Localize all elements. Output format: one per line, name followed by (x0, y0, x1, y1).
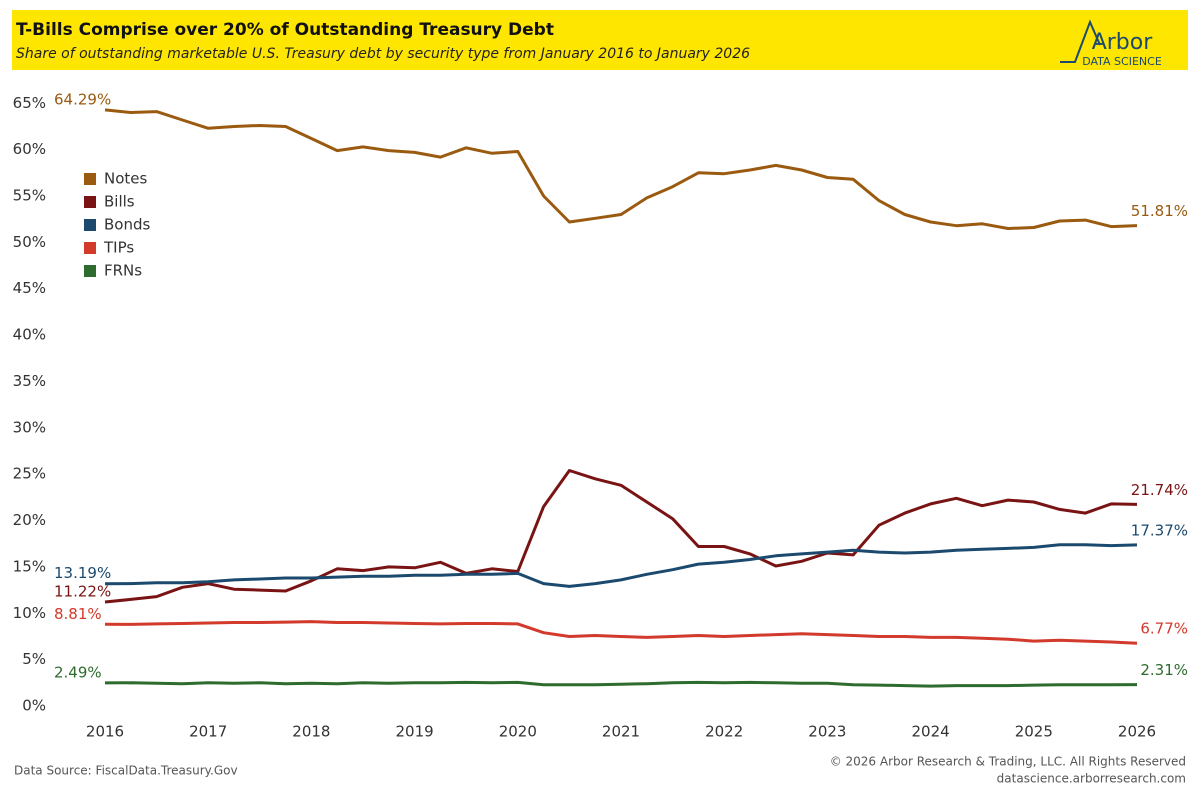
legend-label: FRNs (104, 262, 142, 280)
x-tick-label: 2019 (396, 723, 434, 741)
legend-label: Bonds (104, 216, 150, 234)
data-label: 2.49% (54, 663, 102, 681)
legend-swatch (84, 219, 96, 231)
data-label: 8.81% (54, 605, 102, 623)
y-tick-label: 55% (13, 187, 46, 205)
y-tick-label: 20% (13, 511, 46, 529)
data-label: 51.81% (1131, 202, 1188, 220)
y-tick-label: 60% (13, 140, 46, 158)
y-tick-label: 35% (13, 372, 46, 390)
legend-label: Bills (104, 193, 135, 211)
y-tick-label: 65% (13, 94, 46, 112)
logo-tagline: DATA SCIENCE (1082, 55, 1162, 68)
chart-subtitle: Share of outstanding marketable U.S. Tre… (16, 46, 750, 62)
x-tick-label: 2016 (86, 723, 124, 741)
source: Data Source: FiscalData.Treasury.Gov (14, 764, 238, 778)
copyright: © 2026 Arbor Research & Trading, LLC. Al… (830, 755, 1186, 769)
y-tick-label: 15% (13, 557, 46, 575)
legend-swatch (84, 173, 96, 185)
y-tick-label: 45% (13, 279, 46, 297)
series-line (104, 620, 1138, 645)
x-tick-label: 2025 (1015, 723, 1053, 741)
x-tick-label: 2023 (808, 723, 846, 741)
data-label: 11.22% (54, 582, 111, 600)
legend-swatch (84, 242, 96, 254)
data-label: 17.37% (1131, 521, 1188, 539)
chart-title: T-Bills Comprise over 20% of Outstanding… (16, 20, 554, 40)
y-tick-label: 5% (22, 650, 46, 668)
series-line (104, 680, 1138, 688)
data-label: 13.19% (54, 564, 111, 582)
series-line (104, 108, 1138, 230)
header-band (12, 10, 1188, 70)
series-line (104, 543, 1138, 588)
data-label: 2.31% (1140, 661, 1188, 679)
y-tick-label: 10% (13, 604, 46, 622)
legend-swatch (84, 196, 96, 208)
series-line (104, 469, 1138, 604)
data-label: 21.74% (1131, 481, 1188, 499)
x-tick-label: 2024 (912, 723, 950, 741)
y-tick-label: 40% (13, 326, 46, 344)
x-tick-label: 2018 (292, 723, 330, 741)
logo-name: Arbor (1092, 30, 1154, 55)
data-label: 6.77% (1140, 620, 1188, 638)
x-tick-label: 2021 (602, 723, 640, 741)
logo-mark (1060, 19, 1101, 63)
x-tick-label: 2022 (705, 723, 743, 741)
legend-label: TIPs (103, 239, 134, 257)
y-tick-label: 50% (13, 233, 46, 251)
y-tick-label: 25% (13, 465, 46, 483)
y-tick-label: 0% (22, 697, 46, 715)
x-tick-label: 2017 (189, 723, 227, 741)
data-label: 64.29% (54, 90, 111, 108)
x-tick-label: 2026 (1118, 723, 1156, 741)
legend-label: Notes (104, 170, 148, 188)
website: datascience.arborresearch.com (997, 772, 1186, 786)
y-tick-label: 30% (13, 418, 46, 436)
legend-swatch (84, 265, 96, 277)
x-tick-label: 2020 (499, 723, 537, 741)
